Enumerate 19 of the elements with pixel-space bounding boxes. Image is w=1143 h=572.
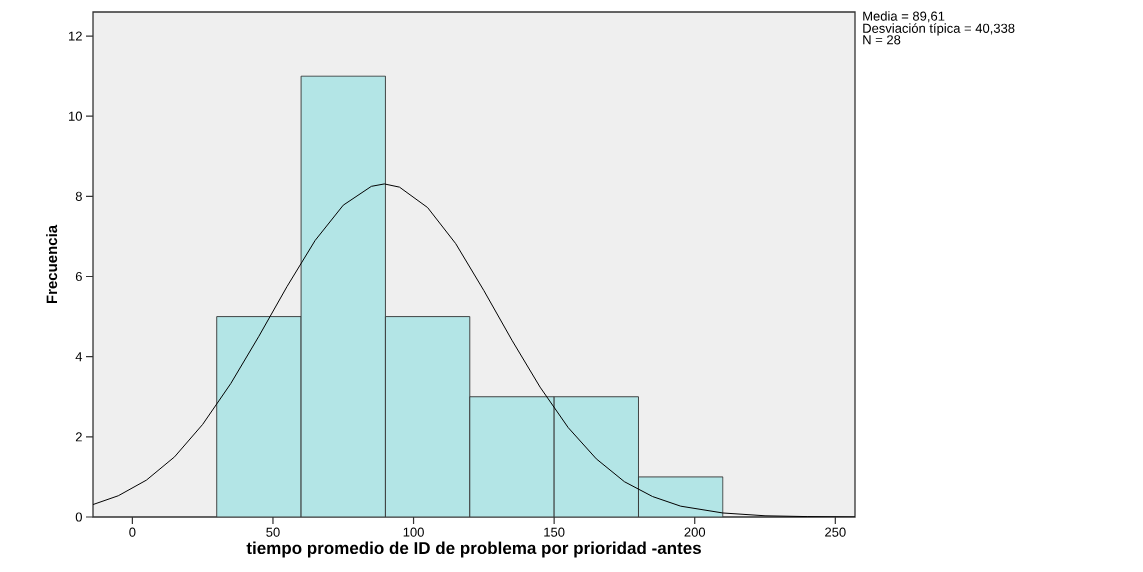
y-tick-label: 8 [75,191,82,201]
text: N = 28 [863,35,901,45]
x-axis-title: tiempo promedio de ID de problema por prioridad -antes [246,541,701,558]
x-tick-label: 50 [266,527,280,537]
y-tick-label: 6 [75,271,82,282]
line-series [93,183,855,517]
y-tick-label: 0 [75,512,82,522]
x-tick-label: 0 [129,527,136,537]
text: Desviación típica = 40,338 [863,23,1015,36]
x-tick-label: 100 [403,527,424,537]
y-tick-label: 12 [69,31,82,41]
x-tick-label: 150 [544,527,565,537]
y-tick-label: 4 [75,352,83,362]
x-tick-label: 250 [825,527,846,537]
x-tick-label: 200 [684,527,706,537]
y-axis-title: Frecuencia [46,224,58,304]
text: Media = 89,61 [863,11,945,23]
y-tick-label: 2 [75,432,82,442]
y-tick-label: 10 [69,111,82,121]
